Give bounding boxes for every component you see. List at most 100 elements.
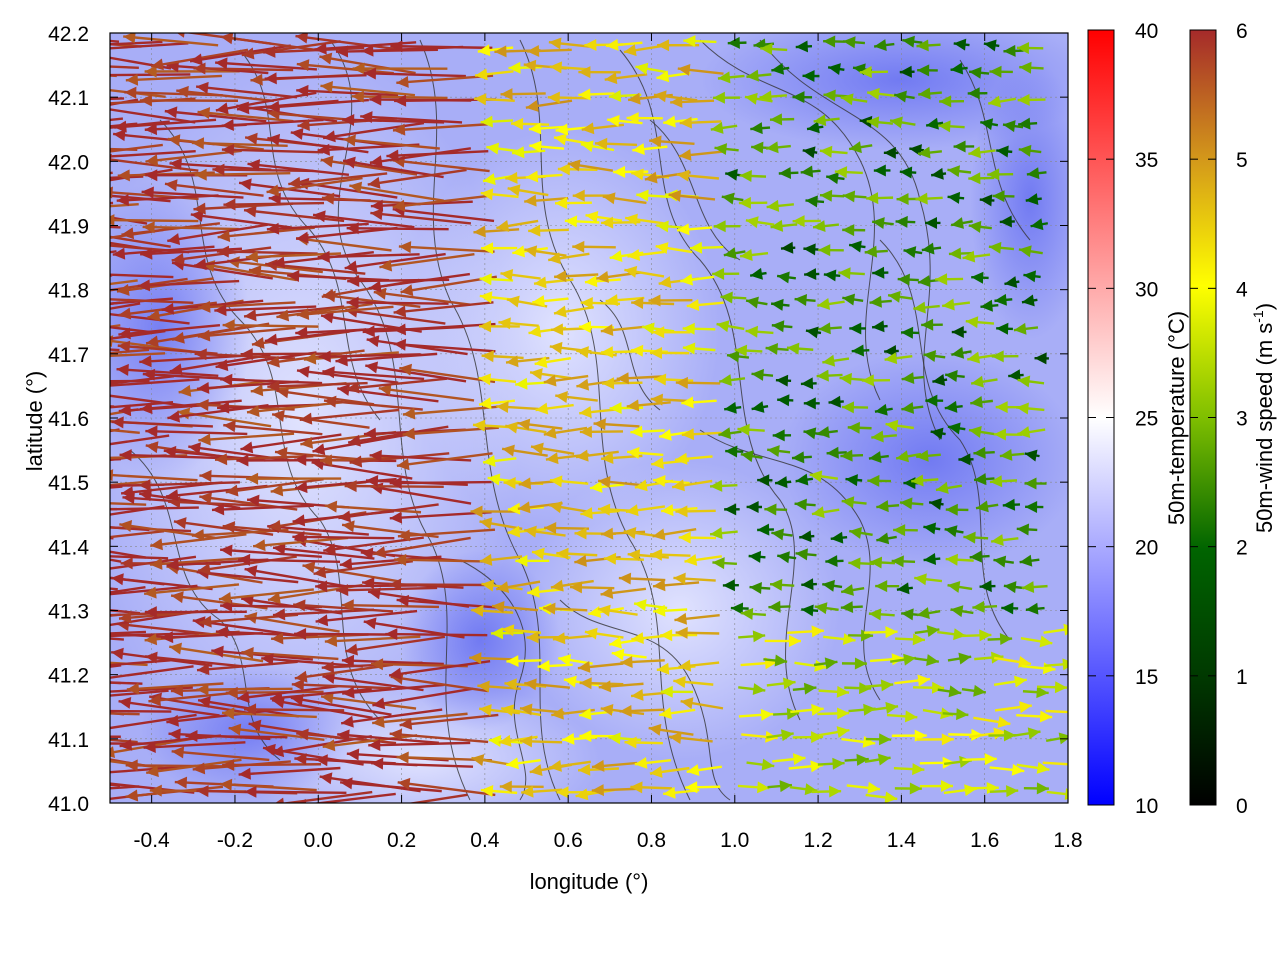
wind-arrow-shaft <box>110 73 191 77</box>
wind-arrow-shaft <box>385 632 488 637</box>
wind-arrow <box>750 122 771 135</box>
wind-arrow <box>110 394 193 408</box>
wind-arrow <box>68 434 170 454</box>
wind-arrow <box>266 176 363 197</box>
wind-arrow <box>899 65 915 78</box>
wind-arrow <box>291 678 392 691</box>
wind-arrow-head <box>824 657 838 670</box>
wind-arrow <box>842 293 864 306</box>
wind-arrow-head <box>68 442 81 454</box>
wind-arrow-head <box>244 205 257 218</box>
wind-arrow-head <box>989 475 1003 488</box>
wind-arrow-head <box>770 219 784 232</box>
wind-arrow <box>1016 523 1038 536</box>
wind-arrow <box>220 33 320 52</box>
wind-arrow-head <box>369 155 383 168</box>
wind-arrow-head <box>859 682 872 695</box>
wind-arrow <box>218 588 314 604</box>
wind-arrow <box>296 365 399 384</box>
wind-arrow <box>527 44 572 57</box>
wind-arrow <box>773 707 800 720</box>
wind-arrow-shaft <box>393 301 494 314</box>
wind-arrow <box>795 40 813 53</box>
wind-arrow-head <box>244 565 258 577</box>
wind-arrow-head <box>125 759 138 772</box>
wind-arrow <box>1018 117 1038 130</box>
wind-colorbar-tick-label: 1 <box>1236 666 1248 689</box>
wind-arrow-head <box>1036 782 1049 795</box>
wind-arrow-head <box>724 503 737 516</box>
wind-arrow <box>241 647 339 661</box>
wind-arrow <box>197 326 296 342</box>
wind-arrow-head <box>110 629 111 631</box>
wind-arrow <box>299 792 396 803</box>
wind-arrow-head <box>598 680 612 693</box>
wind-arrow <box>506 757 541 770</box>
wind-arrow <box>524 194 569 207</box>
wind-arrow-head <box>145 651 158 664</box>
wind-arrow <box>970 375 998 388</box>
wind-arrow-head <box>951 217 964 229</box>
wind-arrow <box>765 141 791 154</box>
wind-arrow-head <box>921 242 935 255</box>
wind-arrow-head <box>996 322 1009 335</box>
wind-arrow <box>1016 761 1050 774</box>
wind-arrow-head <box>530 368 543 381</box>
wind-arrow-head <box>500 268 514 281</box>
wind-arrow-head <box>757 781 770 794</box>
wind-arrow <box>738 708 774 721</box>
wind-arrow-head <box>343 134 356 147</box>
wind-arrow-head <box>584 38 597 51</box>
wind-arrow-head <box>110 335 114 348</box>
wind-arrow-head <box>117 169 130 182</box>
wind-arrow <box>678 659 720 672</box>
temperature-colorbar-tick-label: 35 <box>1135 149 1158 172</box>
wind-arrow-head <box>838 267 851 280</box>
wind-arrow-head <box>65 454 77 466</box>
wind-arrow-head <box>399 363 413 376</box>
wind-arrow <box>686 299 724 311</box>
wind-arrow-head <box>800 165 814 178</box>
wind-arrow-head <box>491 601 505 614</box>
wind-arrow-head <box>563 675 577 688</box>
wind-arrow-head <box>274 446 288 459</box>
temperature-colorbar-tick-label: 30 <box>1135 278 1158 301</box>
wind-arrow-head <box>15 257 28 269</box>
wind-arrow-shaft <box>293 603 394 613</box>
wind-arrow-head <box>681 396 694 409</box>
wind-arrow-head <box>677 63 691 76</box>
wind-arrow <box>801 604 819 617</box>
wind-arrow <box>678 148 725 161</box>
wind-arrow-shaft <box>240 433 342 451</box>
wind-arrow-head <box>529 764 543 776</box>
wind-arrow <box>342 114 445 127</box>
wind-arrow-head <box>199 615 212 628</box>
wind-arrow-head <box>23 672 35 684</box>
wind-arrow <box>830 531 848 544</box>
wind-arrow <box>802 70 820 83</box>
wind-arrow-head <box>337 384 350 396</box>
wind-arrow-head <box>351 90 364 103</box>
wind-arrow <box>110 42 142 48</box>
wind-arrow-head <box>873 164 886 177</box>
wind-arrow-head <box>771 528 785 541</box>
wind-arrow <box>556 547 598 560</box>
wind-arrow-head <box>360 547 374 560</box>
wind-arrow <box>864 245 888 258</box>
wind-arrow <box>501 624 542 637</box>
wind-arrow-head <box>1018 117 1031 130</box>
wind-arrow <box>730 602 749 615</box>
wind-arrow-head <box>481 242 494 255</box>
wind-arrow-head <box>720 291 733 304</box>
wind-arrow <box>111 573 213 591</box>
wind-arrow <box>547 91 590 104</box>
wind-arrow <box>980 118 999 131</box>
wind-arrow-head <box>169 158 182 171</box>
wind-arrow <box>937 628 966 641</box>
wind-arrow-head <box>287 270 300 283</box>
wind-arrow-head <box>984 753 997 766</box>
wind-arrow <box>965 316 995 329</box>
wind-arrow-shaft <box>320 695 417 710</box>
wind-arrow-head <box>771 320 785 333</box>
wind-arrow-shaft <box>324 635 421 643</box>
